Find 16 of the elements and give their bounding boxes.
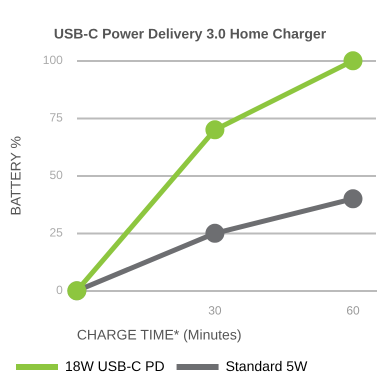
x-tick-label: 60 bbox=[346, 303, 360, 318]
y-tick-label: 25 bbox=[49, 226, 64, 240]
y-tick-label: 75 bbox=[49, 110, 64, 125]
point bbox=[343, 51, 362, 70]
chart-title: USB-C Power Delivery 3.0 Home Charger bbox=[54, 25, 327, 42]
y-tick-label: 50 bbox=[49, 168, 64, 182]
x-axis-title: CHARGE TIME* (Minutes) bbox=[76, 326, 242, 342]
point bbox=[343, 189, 362, 208]
y-axis-title: BATTERY % bbox=[7, 136, 24, 216]
legend-label: Standard 5W bbox=[226, 358, 308, 374]
legend-label: 18W USB-C PD bbox=[65, 358, 165, 374]
y-tick-label: 0 bbox=[56, 283, 64, 298]
y-tick-label: 100 bbox=[42, 53, 64, 68]
point bbox=[205, 224, 224, 243]
x-tick-label: 30 bbox=[208, 303, 222, 318]
point bbox=[205, 120, 224, 140]
